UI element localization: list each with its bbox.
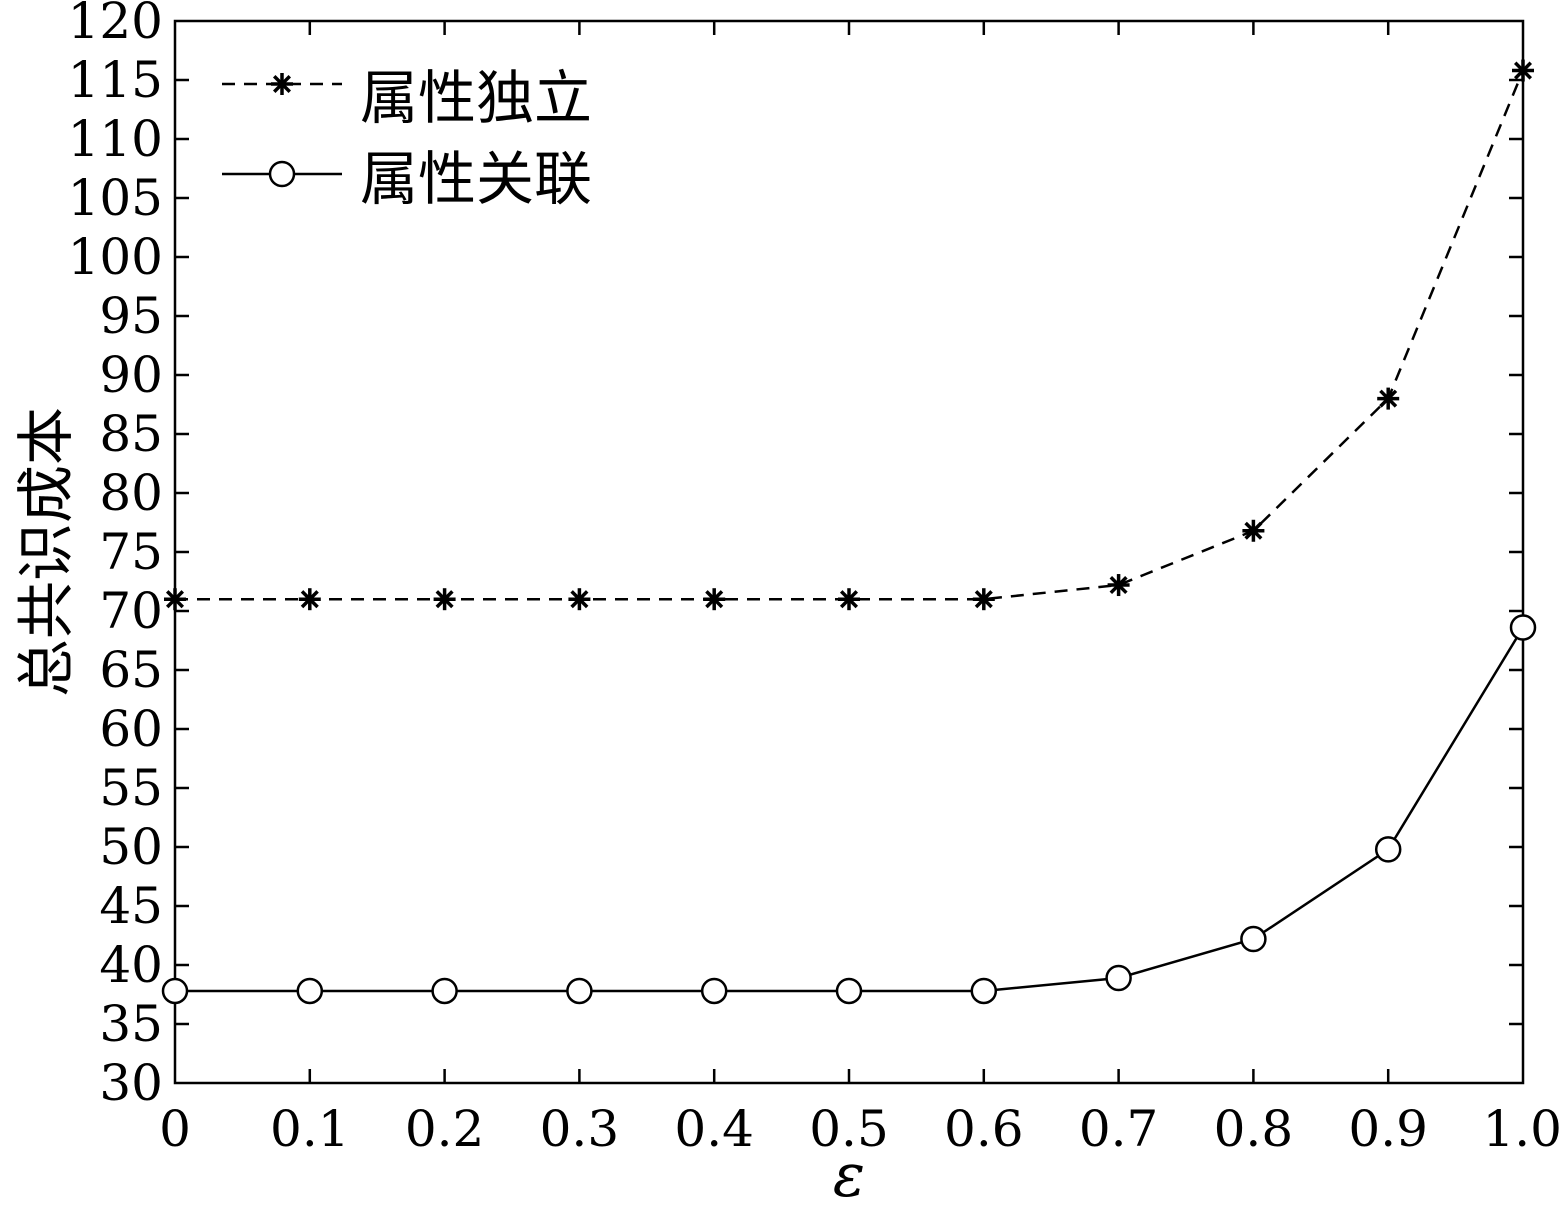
y-tick-label: 50 xyxy=(99,818,163,876)
y-tick-label: 40 xyxy=(99,936,163,994)
y-tick-label: 85 xyxy=(99,405,163,463)
y-tick-label: 110 xyxy=(68,110,163,168)
data-point-marker xyxy=(1107,574,1130,597)
series-line xyxy=(175,70,1525,601)
data-point-marker xyxy=(972,588,995,611)
data-point-marker xyxy=(568,588,591,611)
legend-label-correlated: 属性关联 xyxy=(360,145,592,213)
y-tick-label: 75 xyxy=(99,523,163,581)
x-tick-label: 0.2 xyxy=(405,1100,485,1158)
x-tick-label: 1.0 xyxy=(1482,1100,1562,1158)
data-point-marker xyxy=(700,977,728,1005)
y-tick-label: 115 xyxy=(68,51,163,109)
data-point-marker xyxy=(835,977,863,1005)
y-tick-label: 35 xyxy=(99,995,163,1053)
y-tick-label: 105 xyxy=(68,169,163,227)
y-tick-label: 65 xyxy=(99,641,163,699)
y-tick-label: 80 xyxy=(99,464,163,522)
data-point-marker xyxy=(433,588,456,611)
data-point-marker xyxy=(298,588,321,611)
y-tick-label: 70 xyxy=(99,582,163,640)
x-tick-label: 0.7 xyxy=(1079,1100,1159,1158)
y-tick-label: 95 xyxy=(99,287,163,345)
data-point-marker xyxy=(1377,387,1400,410)
data-point-marker xyxy=(1512,59,1534,82)
data-point-marker xyxy=(431,977,458,1005)
y-tick-label: 55 xyxy=(99,759,163,817)
data-point-marker xyxy=(161,977,189,1005)
y-tick-label: 30 xyxy=(99,1054,163,1112)
data-point-marker xyxy=(1374,836,1402,863)
legend-label-independent: 属性独立 xyxy=(360,64,592,132)
legend-sample-marker xyxy=(271,73,293,95)
data-point-marker xyxy=(1242,519,1265,542)
series-independent xyxy=(164,59,1534,611)
x-axis-ticks: 0 0.1 0.2 0.3 0.4 0.5 0.6 0.7 0.8 0.9 1.0 xyxy=(159,21,1562,1158)
x-tick-label: 0.6 xyxy=(944,1100,1024,1158)
series-correlated xyxy=(161,614,1537,1005)
legend: 属性独立 属性关联 xyxy=(222,64,592,213)
data-point-marker xyxy=(296,977,324,1005)
data-point-marker xyxy=(970,977,998,1005)
y-tick-label: 60 xyxy=(99,700,163,758)
legend-entry-independent xyxy=(222,73,342,95)
x-tick-label: 0.1 xyxy=(270,1100,350,1158)
data-point-marker xyxy=(703,588,726,611)
y-tick-label: 120 xyxy=(68,0,163,50)
y-tick-label: 45 xyxy=(99,877,163,935)
series-line xyxy=(175,626,1525,993)
data-point-marker xyxy=(838,588,860,611)
x-tick-label: 0 xyxy=(159,1100,191,1158)
x-tick-label: 0.9 xyxy=(1348,1100,1428,1158)
y-tick-label: 100 xyxy=(68,228,163,286)
data-point-marker xyxy=(1240,925,1267,953)
data-point-marker xyxy=(566,977,593,1005)
legend-sample-marker xyxy=(268,160,296,188)
y-tick-label: 90 xyxy=(99,346,163,404)
x-tick-label: 0.5 xyxy=(809,1100,889,1158)
data-point-marker xyxy=(1509,614,1537,641)
x-axis-title: ε xyxy=(833,1141,865,1206)
series-layer xyxy=(161,59,1537,1005)
y-axis-title: 总共识成本 xyxy=(12,407,80,697)
data-point-marker xyxy=(1105,964,1132,992)
x-tick-label: 0.4 xyxy=(674,1100,754,1158)
x-tick-label: 0.8 xyxy=(1214,1100,1294,1158)
y-axis-ticks: 3035404550556065707580859095100105110115… xyxy=(68,0,1523,1112)
data-point-marker xyxy=(164,588,186,611)
x-tick-label: 0.3 xyxy=(540,1100,620,1158)
legend-entry-correlated xyxy=(222,160,342,188)
